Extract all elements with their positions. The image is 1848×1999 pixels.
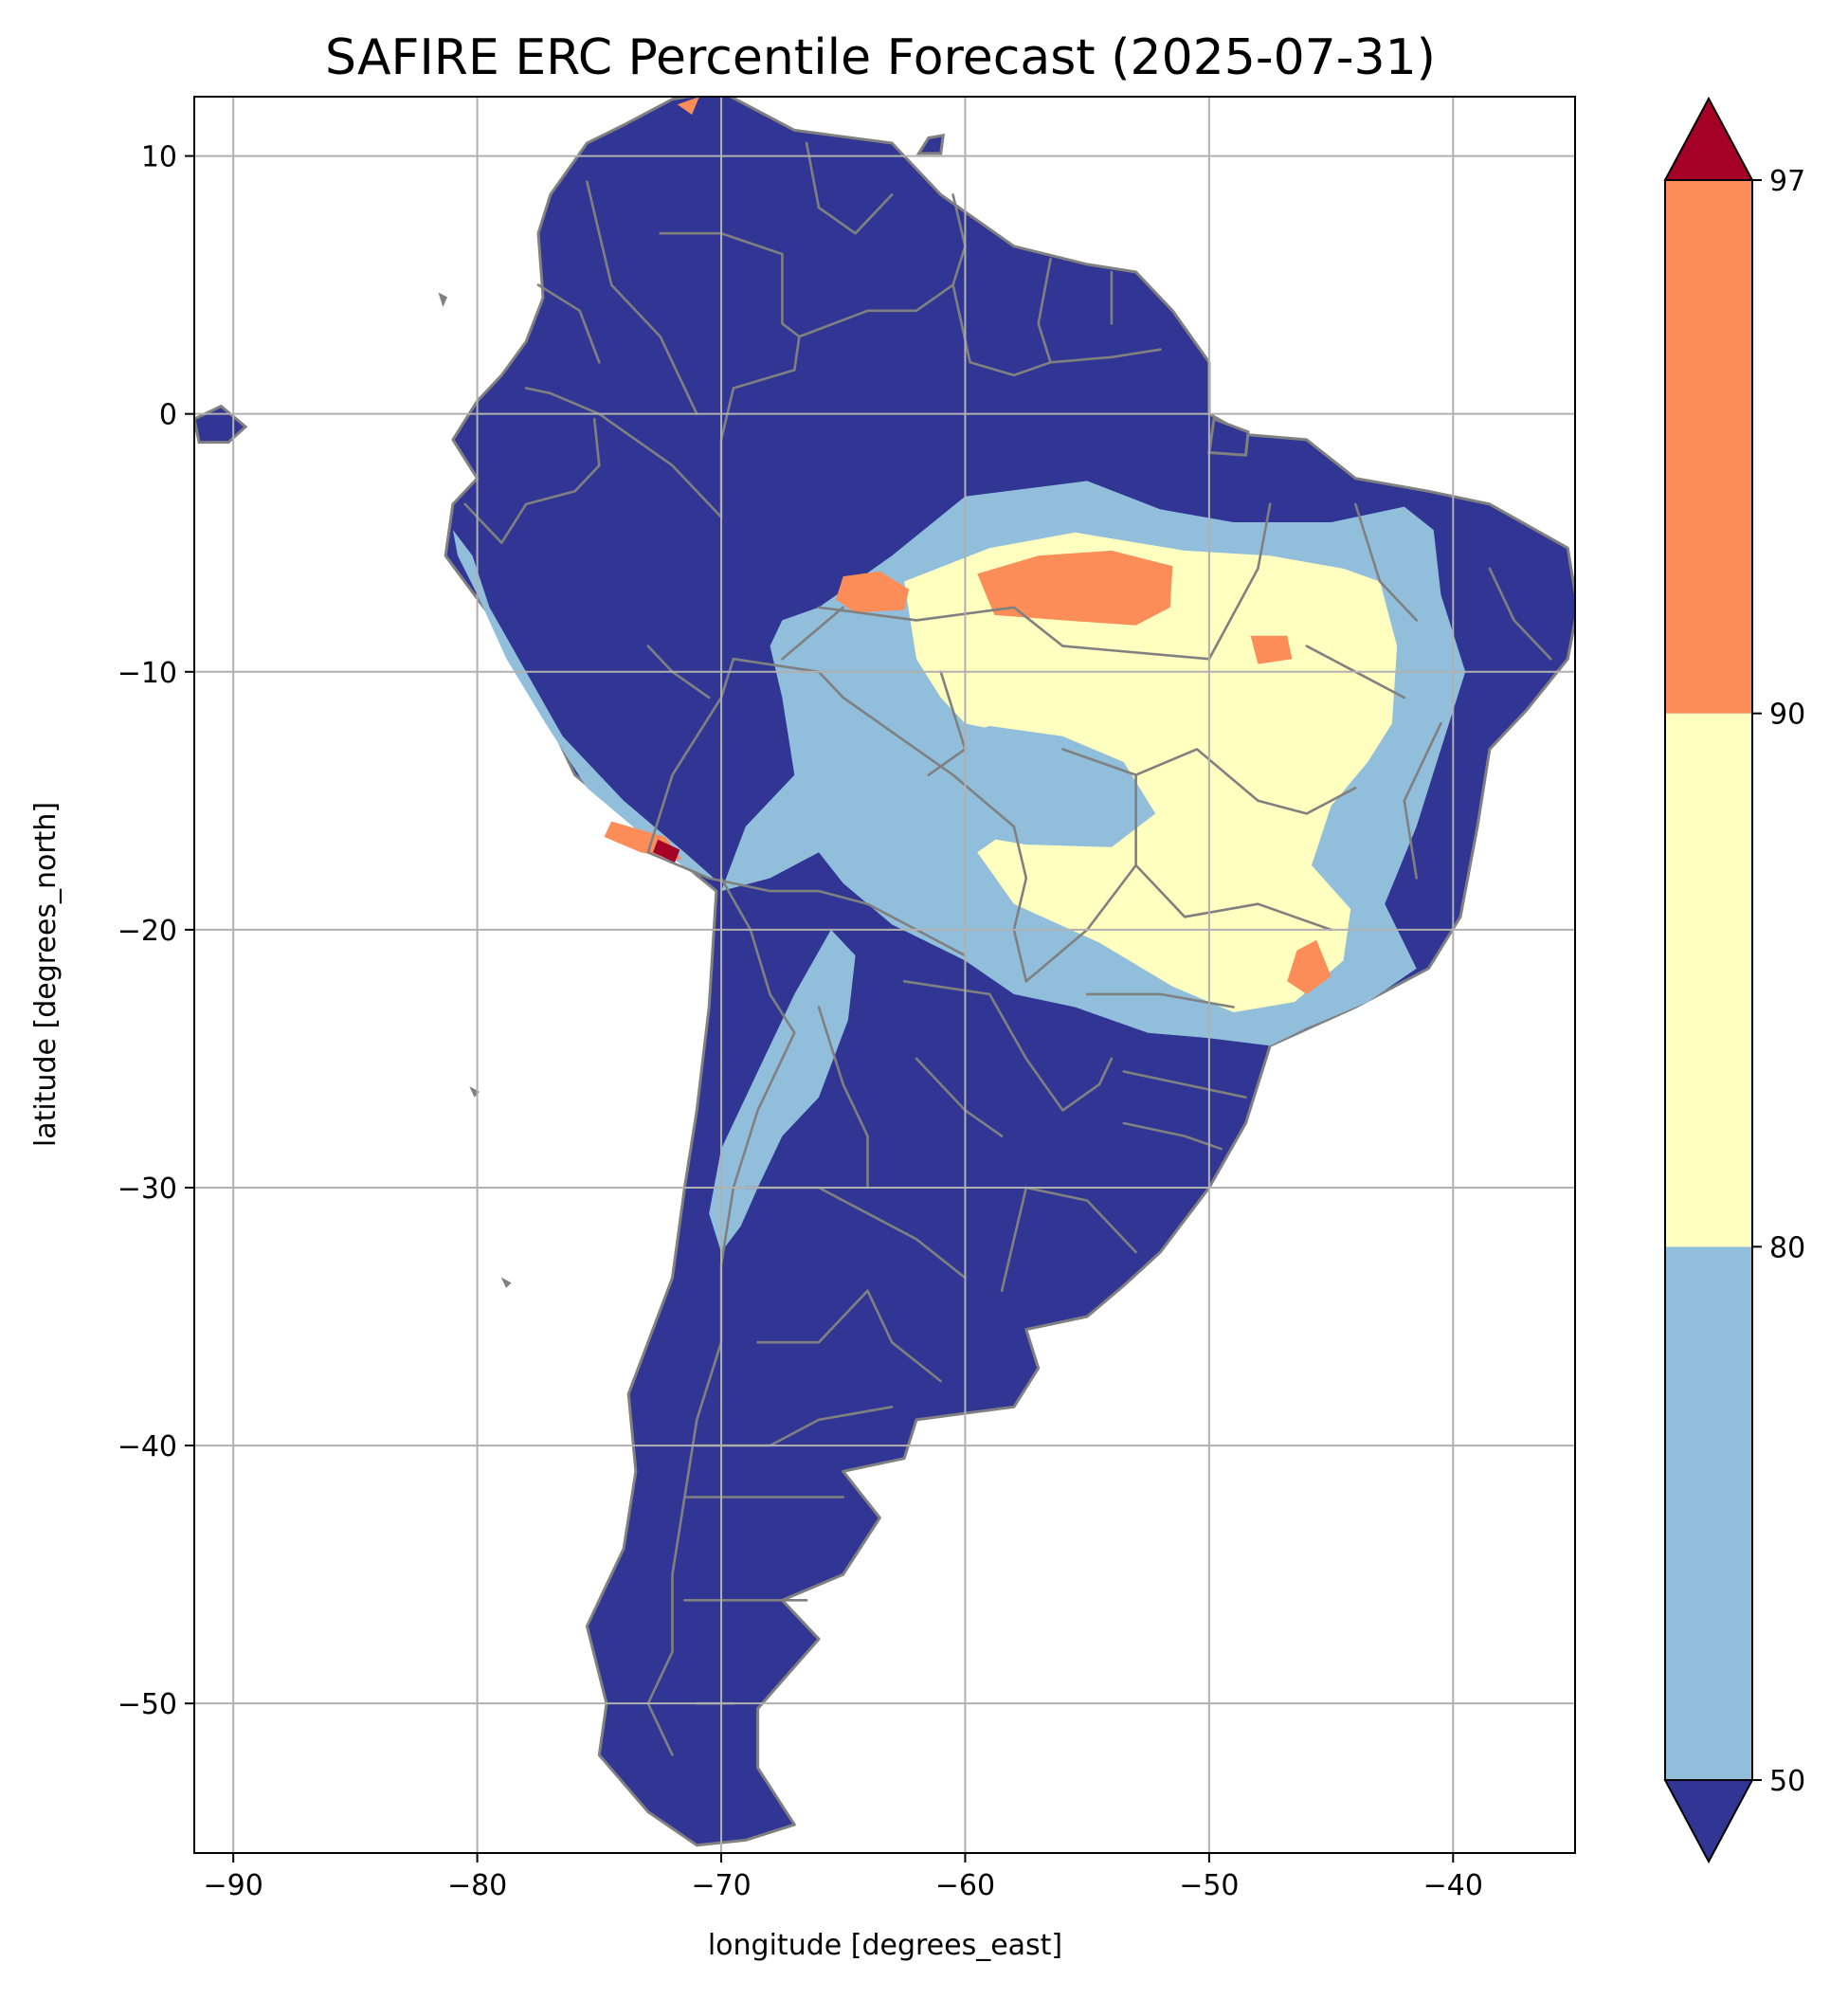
y-axis-ticks: 10 0 −10 −20 −30 −40 −50 (118, 141, 194, 1721)
plot-frame (193, 96, 1576, 1854)
border-line-30 (817, 1006, 869, 1190)
border-line-32 (866, 1289, 943, 1383)
border-line-43 (1403, 721, 1442, 880)
island-2 (500, 1277, 512, 1289)
border-line-27 (1122, 1070, 1247, 1099)
y-tick-label-5: −40 (118, 1430, 177, 1463)
colorbar-segment-80-90 (1665, 713, 1752, 1247)
region-11-gt97 (653, 839, 680, 863)
colorbar-tick-label-3: 97 (1769, 165, 1805, 198)
x-axis-label: longitude [degrees_east] (708, 1929, 1062, 1962)
y-tick-label-0: 10 (141, 141, 177, 174)
border-line-8 (524, 387, 723, 518)
colorbar-tick-label-2: 90 (1769, 699, 1805, 732)
border-line-11 (463, 417, 601, 545)
colorbar-extend-min (1663, 1779, 1754, 1864)
x-tick-label-2: −70 (691, 1869, 751, 1902)
island-4 (915, 133, 946, 155)
border-line-18 (817, 606, 1211, 661)
x-tick-label-4: −50 (1179, 1869, 1239, 1902)
border-line-40 (805, 141, 894, 235)
colorbar-segment-50-80 (1665, 1246, 1752, 1780)
border-line-14 (951, 283, 1162, 377)
region-5-50-80 (928, 725, 1156, 847)
y-tick-label-2: −10 (118, 657, 177, 690)
island-1 (438, 292, 448, 307)
border-line-19 (1207, 502, 1272, 661)
border-line-33 (756, 1289, 869, 1344)
colorbar-extend-max (1663, 96, 1754, 181)
border-line-25 (781, 606, 845, 661)
map-plot-area: −90 −80 −70 −60 −50 −40 10 0 −10 −20 −30 −40 −50 (118, 96, 1576, 1902)
border-line-2 (732, 657, 954, 776)
island-5 (1207, 417, 1250, 457)
colorbar-tick-label-0: 50 (1769, 1765, 1805, 1798)
x-tick-label-5: −40 (1423, 1869, 1483, 1902)
border-line-41 (1354, 502, 1418, 622)
border-line-21 (1134, 748, 1357, 815)
colorbar: 50 80 90 97 (1663, 96, 1805, 1864)
colorbar-segment-90-97 (1665, 180, 1752, 714)
border-line-42 (1488, 567, 1552, 661)
map-layer (194, 97, 1575, 1847)
border-line-12 (659, 231, 801, 338)
y-tick-label-6: −50 (118, 1688, 177, 1721)
border-line-5 (902, 980, 1114, 1112)
region-9-90-97 (1250, 635, 1293, 664)
y-tick-label-3: −20 (118, 915, 177, 948)
colorbar-tick-label-1: 80 (1769, 1231, 1805, 1264)
gridlines (194, 97, 1575, 1853)
border-line-6 (1024, 1186, 1137, 1254)
border-line-7 (1000, 1186, 1028, 1293)
border-line-39 (536, 283, 601, 364)
colorbar-frame (1664, 179, 1753, 1781)
border-line-22 (1134, 863, 1332, 932)
border-line-1 (646, 657, 735, 854)
x-tick-label-1: −80 (447, 1869, 507, 1902)
border-line-13 (798, 283, 954, 338)
region-8-90-97 (1287, 939, 1332, 994)
border-line-23 (1024, 748, 1137, 983)
y-tick-label-4: −30 (118, 1172, 177, 1206)
y-tick-label-1: 0 (159, 399, 177, 432)
x-tick-label-0: −90 (204, 1869, 263, 1902)
chart-title: SAFIRE ERC Percentile Forecast (2025-07-… (325, 29, 1436, 86)
border-line-17 (1037, 258, 1052, 364)
y-axis-label: latitude [degrees_north] (29, 802, 63, 1147)
border-line-3 (951, 773, 1028, 983)
region-7-90-97 (836, 571, 910, 613)
x-tick-label-3: −60 (935, 1869, 995, 1902)
border-line-38 (586, 180, 698, 416)
region-12-90-97 (677, 97, 699, 115)
region-6-90-97 (977, 550, 1173, 626)
x-axis-ticks: −90 −80 −70 −60 −50 −40 (204, 1853, 1483, 1902)
island-3 (469, 1086, 480, 1098)
